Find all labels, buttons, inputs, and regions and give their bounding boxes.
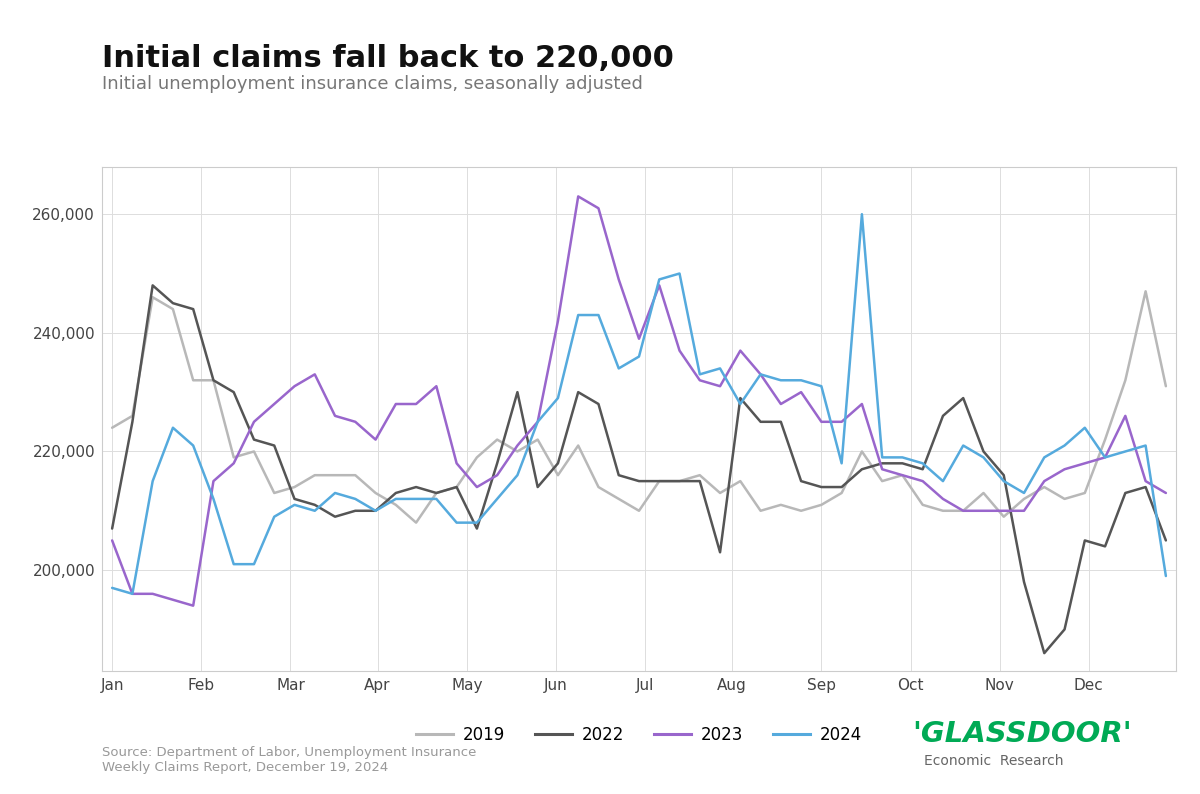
Text: Initial claims fall back to 220,000: Initial claims fall back to 220,000	[102, 44, 674, 73]
Text: Source: Department of Labor, Unemployment Insurance
Weekly Claims Report, Decemb: Source: Department of Labor, Unemploymen…	[102, 746, 476, 774]
Text: Economic  Research: Economic Research	[924, 754, 1063, 768]
Legend: 2019, 2022, 2023, 2024: 2019, 2022, 2023, 2024	[409, 719, 869, 751]
Text: Initial unemployment insurance claims, seasonally adjusted: Initial unemployment insurance claims, s…	[102, 75, 643, 94]
Text: 'GLASSDOOR': 'GLASSDOOR'	[912, 720, 1132, 749]
